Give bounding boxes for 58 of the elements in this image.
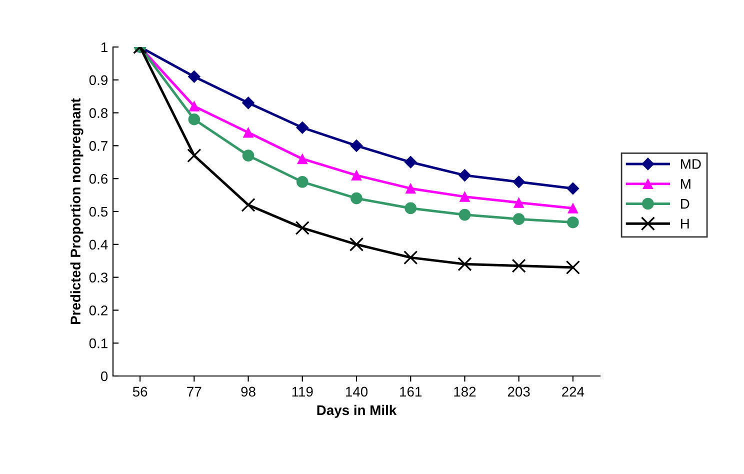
y-tick-label: 0.4: [89, 240, 108, 250]
point: [566, 182, 580, 195]
point: [458, 208, 471, 221]
point: [297, 154, 308, 164]
x-axis-title: Days in Milk: [317, 404, 397, 418]
point: [514, 197, 524, 208]
point: [350, 192, 362, 204]
point: [566, 260, 580, 275]
y-tick-label: 0.9: [89, 75, 108, 86]
x-tick-label: 119: [292, 386, 313, 397]
point: [296, 121, 309, 134]
y-tick-label: 0.7: [89, 141, 108, 151]
y-tick-label: 0.6: [89, 174, 108, 184]
point: [458, 257, 472, 272]
point: [295, 220, 310, 236]
legend-label: M: [681, 179, 690, 189]
y-tick-label: 0.8: [89, 108, 108, 118]
point: [404, 202, 417, 214]
y-tick-label: 0.3: [89, 272, 108, 282]
x-tick-label: 140: [346, 386, 368, 397]
x-tick-label: 56: [132, 386, 148, 397]
point: [458, 169, 471, 182]
point: [242, 150, 254, 162]
point: [243, 127, 254, 138]
point: [512, 258, 526, 273]
y-axis-title: Predicted Proportion nonpregnant: [70, 98, 84, 324]
x-tick-label: 161: [400, 386, 422, 397]
x-tick-label: 224: [562, 386, 584, 396]
point: [512, 213, 525, 225]
x-tick-label: 203: [508, 386, 530, 397]
point: [567, 216, 579, 228]
x-tick-label: 98: [241, 386, 256, 397]
legend-label: MD: [681, 159, 701, 169]
y-tick-label: 0.1: [89, 338, 108, 348]
legend-label: D: [681, 199, 690, 209]
y-tick-label: 1: [101, 42, 108, 52]
y-tick-label: 0.2: [89, 306, 108, 316]
point: [241, 198, 256, 212]
point: [405, 183, 416, 194]
point: [188, 101, 200, 112]
point: [188, 113, 200, 126]
point: [460, 191, 470, 202]
point: [568, 203, 578, 214]
legend-label: H: [681, 218, 689, 228]
y-tick-label: 0.5: [89, 206, 108, 217]
point: [242, 96, 255, 110]
point: [512, 176, 526, 188]
point: [404, 156, 417, 168]
point: [296, 176, 308, 188]
x-tick-label: 182: [454, 386, 476, 397]
point: [188, 70, 200, 83]
point: [350, 139, 363, 152]
y-tick-label: 0: [100, 371, 108, 382]
x-tick-label: 77: [187, 386, 202, 396]
point: [351, 170, 362, 181]
point: [404, 250, 418, 265]
point: [187, 148, 202, 163]
point: [349, 237, 364, 252]
